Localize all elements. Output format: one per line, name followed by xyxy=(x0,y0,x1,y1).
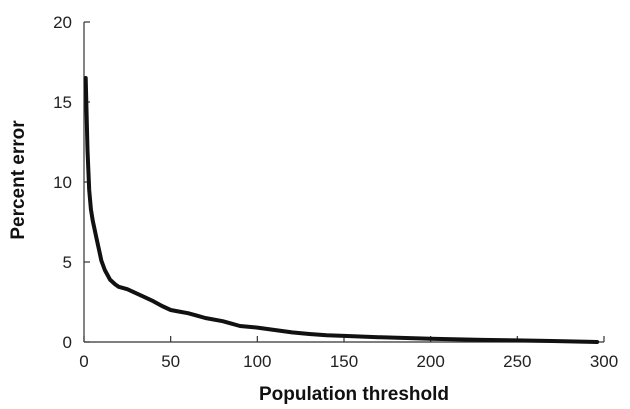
series-line xyxy=(83,76,600,344)
x-tick-label: 200 xyxy=(416,352,444,371)
axes xyxy=(83,22,604,343)
x-axis-title: Population threshold xyxy=(259,384,449,405)
y-axis-title: Percent error xyxy=(8,120,29,240)
x-tick-label: 300 xyxy=(590,352,618,371)
x-tick-label: 0 xyxy=(79,352,88,371)
x-tick-label: 250 xyxy=(503,352,531,371)
y-tick-label: 10 xyxy=(53,173,72,192)
x-tick-label: 50 xyxy=(161,352,180,371)
y-tick-label: 20 xyxy=(53,13,72,32)
x-tick-label: 100 xyxy=(243,352,271,371)
y-tick-label: 0 xyxy=(63,333,72,352)
x-ticks: 0 50 100 150 200 250 300 xyxy=(79,336,618,371)
y-tick-label: 15 xyxy=(53,93,72,112)
plot-area xyxy=(83,76,600,344)
x-tick-label: 150 xyxy=(330,352,358,371)
y-tick-label: 5 xyxy=(63,253,72,272)
